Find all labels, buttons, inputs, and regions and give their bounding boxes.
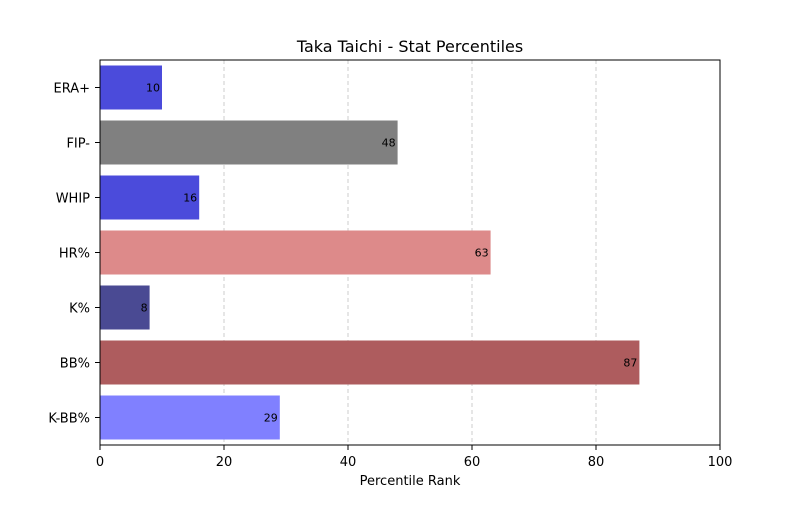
x-tick-label: 60 [464,455,481,470]
bar-value-label: 48 [382,137,396,150]
bar-value-label: 63 [475,247,489,260]
bar [100,230,491,275]
y-tick-label: K-BB% [48,412,90,427]
y-tick-label: ERA+ [53,82,90,97]
bar [100,340,640,385]
x-tick-label: 100 [708,455,733,470]
y-tick-label: FIP- [66,137,90,152]
x-tick-label: 40 [340,455,357,470]
y-tick-label: HR% [59,247,90,262]
x-axis: 0 20 40 60 80 100 [96,445,733,470]
plot-frame [99,59,721,446]
y-tick-label: BB% [60,357,90,372]
x-tick-label: 80 [588,455,605,470]
y-axis: ERA+ FIP- WHIP HR% K% BB% K-BB% [48,82,100,427]
chart-title: Taka Taichi - Stat Percentiles [296,37,523,56]
bar-value-label: 16 [183,192,197,205]
bar-value-label: 10 [146,82,160,95]
bar [100,120,398,165]
bar [100,65,162,110]
bar [100,175,200,220]
x-axis-label: Percentile Rank [360,474,461,489]
bar [100,285,150,330]
bar [100,395,280,440]
bars [100,65,640,440]
x-tick-label: 20 [216,455,233,470]
x-tick-label: 0 [96,455,104,470]
value-labels: 10 48 16 63 8 87 29 [141,82,638,425]
bar-value-label: 87 [623,357,637,370]
bar-value-label: 29 [264,412,278,425]
y-tick-label: K% [69,302,90,317]
y-tick-label: WHIP [56,192,90,207]
bar-value-label: 8 [141,302,148,315]
